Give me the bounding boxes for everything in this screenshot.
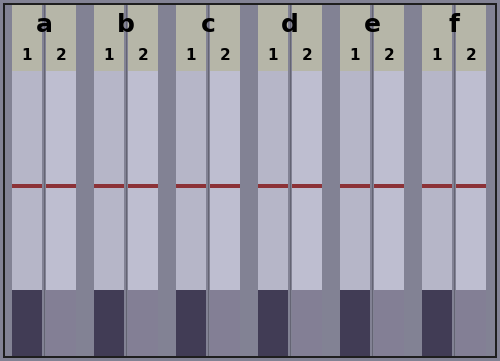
Text: 1: 1 [432,48,442,62]
Text: 2: 2 [138,48,148,62]
Text: 2: 2 [384,48,394,62]
Text: 2: 2 [220,48,230,62]
Text: 1: 1 [22,48,32,62]
Text: 2: 2 [466,48,476,62]
Text: d: d [281,13,299,37]
Text: a: a [36,13,52,37]
Text: f: f [448,13,460,37]
Text: c: c [200,13,216,37]
Text: 1: 1 [104,48,114,62]
Text: b: b [117,13,135,37]
Text: 1: 1 [186,48,196,62]
Text: 2: 2 [302,48,312,62]
Text: 1: 1 [268,48,278,62]
Text: 1: 1 [350,48,360,62]
Text: e: e [364,13,380,37]
Text: 2: 2 [56,48,66,62]
